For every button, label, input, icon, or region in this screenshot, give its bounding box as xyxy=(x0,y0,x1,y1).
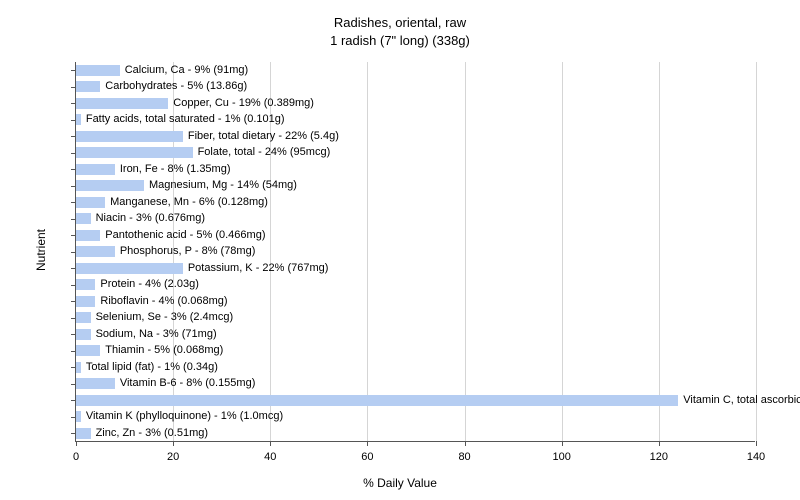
title-line-1: Radishes, oriental, raw xyxy=(334,15,466,30)
nutrient-bar xyxy=(76,131,183,142)
nutrient-label: Folate, total - 24% (95mcg) xyxy=(198,147,331,158)
gridline xyxy=(756,62,757,441)
x-tick-label: 0 xyxy=(73,451,79,463)
nutrient-row: Selenium, Se - 3% (2.4mcg) xyxy=(76,310,233,327)
nutrient-bar xyxy=(76,395,678,406)
gridline xyxy=(659,62,660,441)
nutrient-bar xyxy=(76,114,81,125)
nutrient-bar xyxy=(76,98,168,109)
y-axis-label: Nutrient xyxy=(34,229,48,271)
nutrient-label: Sodium, Na - 3% (71mg) xyxy=(96,329,217,340)
nutrient-row: Carbohydrates - 5% (13.86g) xyxy=(76,79,247,96)
nutrient-bar xyxy=(76,263,183,274)
nutrient-bar xyxy=(76,81,100,92)
nutrient-label: Protein - 4% (2.03g) xyxy=(100,279,198,290)
nutrient-row: Fiber, total dietary - 22% (5.4g) xyxy=(76,128,339,145)
nutrient-bar xyxy=(76,197,105,208)
nutrient-label: Vitamin B-6 - 8% (0.155mg) xyxy=(120,378,256,389)
nutrient-row: Fatty acids, total saturated - 1% (0.101… xyxy=(76,112,285,129)
nutrient-row: Iron, Fe - 8% (1.35mg) xyxy=(76,161,231,178)
nutrient-label: Niacin - 3% (0.676mg) xyxy=(96,213,205,224)
title-line-2: 1 radish (7" long) (338g) xyxy=(330,33,470,48)
x-axis-label: % Daily Value xyxy=(363,476,437,490)
x-tick xyxy=(270,441,271,446)
x-tick xyxy=(465,441,466,446)
x-tick-label: 40 xyxy=(264,451,276,463)
x-tick-label: 140 xyxy=(747,451,765,463)
x-tick-label: 20 xyxy=(167,451,179,463)
nutrient-label: Calcium, Ca - 9% (91mg) xyxy=(125,65,248,76)
nutrient-label: Iron, Fe - 8% (1.35mg) xyxy=(120,164,231,175)
nutrient-label: Riboflavin - 4% (0.068mg) xyxy=(100,296,227,307)
nutrient-bar xyxy=(76,65,120,76)
nutrient-label: Total lipid (fat) - 1% (0.34g) xyxy=(86,362,218,373)
nutrient-label: Pantothenic acid - 5% (0.466mg) xyxy=(105,230,265,241)
nutrient-label: Manganese, Mn - 6% (0.128mg) xyxy=(110,197,268,208)
nutrient-label: Vitamin C, total ascorbic acid - 124% (7… xyxy=(683,395,800,406)
nutrient-label: Fiber, total dietary - 22% (5.4g) xyxy=(188,131,339,142)
x-tick-label: 80 xyxy=(458,451,470,463)
nutrient-bar xyxy=(76,428,91,439)
x-tick-label: 120 xyxy=(650,451,668,463)
nutrient-label: Vitamin K (phylloquinone) - 1% (1.0mcg) xyxy=(86,411,283,422)
nutrient-row: Niacin - 3% (0.676mg) xyxy=(76,211,205,228)
nutrient-row: Magnesium, Mg - 14% (54mg) xyxy=(76,178,297,195)
nutrient-bar xyxy=(76,147,193,158)
nutrient-bar xyxy=(76,279,95,290)
nutrient-row: Copper, Cu - 19% (0.389mg) xyxy=(76,95,314,112)
x-tick-label: 100 xyxy=(553,451,571,463)
nutrient-row: Pantothenic acid - 5% (0.466mg) xyxy=(76,227,265,244)
x-tick-label: 60 xyxy=(361,451,373,463)
nutrient-label: Fatty acids, total saturated - 1% (0.101… xyxy=(86,114,285,125)
nutrient-row: Thiamin - 5% (0.068mg) xyxy=(76,343,223,360)
nutrient-bar xyxy=(76,213,91,224)
nutrient-row: Manganese, Mn - 6% (0.128mg) xyxy=(76,194,268,211)
nutrient-bar xyxy=(76,378,115,389)
nutrient-bar xyxy=(76,180,144,191)
chart-title: Radishes, oriental, raw 1 radish (7" lon… xyxy=(0,0,800,49)
nutrient-row: Potassium, K - 22% (767mg) xyxy=(76,260,328,277)
gridline xyxy=(465,62,466,441)
x-tick xyxy=(562,441,563,446)
nutrient-row: Phosphorus, P - 8% (78mg) xyxy=(76,244,255,261)
nutrient-bar xyxy=(76,246,115,257)
nutrient-label: Carbohydrates - 5% (13.86g) xyxy=(105,81,247,92)
nutrient-chart: Radishes, oriental, raw 1 radish (7" lon… xyxy=(0,0,800,500)
x-tick xyxy=(756,441,757,446)
nutrient-label: Phosphorus, P - 8% (78mg) xyxy=(120,246,256,257)
nutrient-label: Copper, Cu - 19% (0.389mg) xyxy=(173,98,314,109)
nutrient-row: Vitamin K (phylloquinone) - 1% (1.0mcg) xyxy=(76,409,283,426)
plot-area: 020406080100120140Calcium, Ca - 9% (91mg… xyxy=(75,62,755,442)
x-tick xyxy=(76,441,77,446)
nutrient-label: Thiamin - 5% (0.068mg) xyxy=(105,345,223,356)
nutrient-bar xyxy=(76,164,115,175)
nutrient-row: Sodium, Na - 3% (71mg) xyxy=(76,326,217,343)
x-tick xyxy=(659,441,660,446)
nutrient-row: Zinc, Zn - 3% (0.51mg) xyxy=(76,425,208,442)
nutrient-bar xyxy=(76,411,81,422)
x-tick xyxy=(367,441,368,446)
nutrient-row: Vitamin B-6 - 8% (0.155mg) xyxy=(76,376,255,393)
nutrient-row: Calcium, Ca - 9% (91mg) xyxy=(76,62,248,79)
nutrient-row: Total lipid (fat) - 1% (0.34g) xyxy=(76,359,218,376)
nutrient-label: Potassium, K - 22% (767mg) xyxy=(188,263,329,274)
nutrient-label: Magnesium, Mg - 14% (54mg) xyxy=(149,180,297,191)
nutrient-row: Folate, total - 24% (95mcg) xyxy=(76,145,330,162)
nutrient-row: Protein - 4% (2.03g) xyxy=(76,277,199,294)
nutrient-bar xyxy=(76,296,95,307)
nutrient-row: Riboflavin - 4% (0.068mg) xyxy=(76,293,228,310)
gridline xyxy=(367,62,368,441)
nutrient-row: Vitamin C, total ascorbic acid - 124% (7… xyxy=(76,392,800,409)
nutrient-label: Zinc, Zn - 3% (0.51mg) xyxy=(96,428,208,439)
nutrient-label: Selenium, Se - 3% (2.4mcg) xyxy=(96,312,234,323)
nutrient-bar xyxy=(76,329,91,340)
x-tick xyxy=(173,441,174,446)
nutrient-bar xyxy=(76,362,81,373)
gridline xyxy=(562,62,563,441)
nutrient-bar xyxy=(76,230,100,241)
nutrient-bar xyxy=(76,345,100,356)
nutrient-bar xyxy=(76,312,91,323)
